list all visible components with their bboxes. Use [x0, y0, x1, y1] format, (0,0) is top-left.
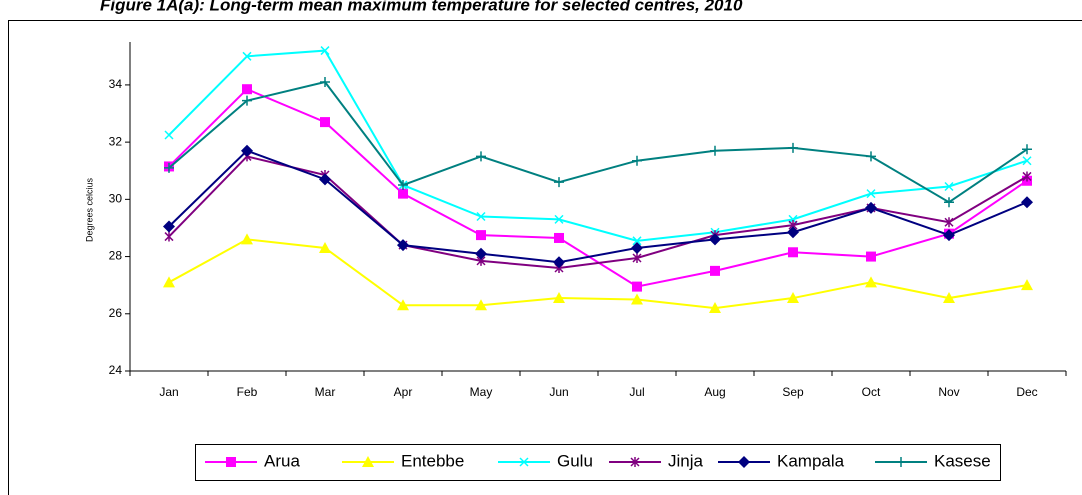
chart-frame	[8, 20, 1082, 495]
marker	[226, 457, 236, 467]
marker	[632, 236, 642, 246]
marker	[476, 230, 486, 241]
y-axis-label: Degrees celcius	[84, 177, 94, 242]
y-tick-label: 34	[109, 77, 123, 91]
x-tick-label: Nov	[938, 385, 959, 399]
marker	[319, 173, 331, 186]
x-tick-label: Sep	[782, 385, 804, 399]
x-tick-label: Jan	[159, 385, 178, 399]
marker	[709, 233, 721, 246]
marker	[397, 239, 409, 252]
legend-label: Arua	[264, 451, 300, 470]
series-line	[168, 49, 1028, 242]
marker	[788, 142, 798, 153]
y-tick-label: 24	[109, 363, 123, 377]
marker	[475, 247, 487, 260]
marker	[164, 162, 174, 173]
marker	[865, 201, 877, 214]
marker	[553, 292, 565, 304]
marker	[1021, 279, 1033, 291]
marker	[476, 151, 486, 162]
marker	[787, 292, 799, 304]
legend-label: Kampala	[777, 451, 845, 470]
series-line	[168, 149, 1028, 264]
y-tick-label: 30	[109, 192, 123, 206]
marker	[398, 180, 408, 191]
series-line	[168, 238, 1028, 310]
marker	[630, 457, 640, 467]
x-tick-label: Aug	[704, 385, 725, 399]
marker	[710, 265, 720, 276]
marker	[320, 117, 330, 128]
marker	[788, 247, 798, 258]
marker	[632, 155, 642, 166]
marker	[397, 299, 409, 311]
marker	[944, 217, 954, 228]
x-tick-label: Jun	[549, 385, 568, 399]
chart-title: Figure 1A(a): Long-term mean maximum tem…	[100, 0, 743, 14]
marker	[738, 456, 750, 468]
marker	[631, 293, 643, 305]
marker	[398, 188, 408, 199]
marker	[943, 229, 955, 242]
series-line	[168, 155, 1028, 270]
marker	[787, 226, 799, 239]
marker	[475, 299, 487, 311]
marker	[865, 276, 877, 288]
marker	[164, 231, 174, 242]
marker	[1022, 156, 1032, 166]
marker	[242, 95, 252, 106]
marker	[866, 251, 876, 262]
x-tick-label: Dec	[1016, 385, 1037, 399]
legend-label: Entebbe	[401, 451, 464, 470]
marker	[319, 241, 331, 253]
x-tick-label: Apr	[394, 385, 413, 399]
marker	[320, 77, 330, 88]
marker	[710, 145, 720, 156]
x-tick-label: Jul	[629, 385, 644, 399]
legend	[195, 444, 1001, 481]
series-line	[168, 80, 1028, 204]
marker	[476, 211, 486, 222]
marker	[164, 130, 174, 140]
marker	[631, 241, 643, 254]
legend-label: Gulu	[557, 451, 593, 470]
marker	[1021, 196, 1033, 209]
legend-label: Jinja	[668, 451, 704, 470]
marker	[241, 233, 253, 245]
marker	[519, 457, 529, 467]
marker	[896, 457, 906, 467]
marker	[709, 302, 721, 314]
marker	[163, 220, 175, 233]
marker	[1022, 171, 1032, 182]
y-tick-label: 32	[109, 134, 123, 148]
marker	[163, 276, 175, 288]
marker	[554, 177, 564, 188]
marker	[866, 189, 876, 199]
marker	[944, 197, 954, 208]
marker	[242, 51, 252, 61]
marker	[554, 214, 564, 224]
marker	[866, 151, 876, 162]
marker	[362, 456, 374, 467]
x-tick-label: Oct	[862, 385, 881, 399]
marker	[320, 46, 330, 56]
y-tick-label: 26	[109, 306, 123, 320]
x-tick-label: May	[470, 385, 493, 399]
marker	[944, 181, 954, 192]
marker	[554, 232, 564, 243]
marker	[242, 84, 252, 95]
marker	[553, 256, 565, 269]
y-tick-label: 28	[109, 249, 123, 263]
legend-label: Kasese	[934, 451, 991, 470]
marker	[632, 281, 642, 292]
marker	[241, 144, 253, 157]
x-tick-label: Feb	[237, 385, 258, 399]
marker	[632, 252, 642, 263]
x-tick-label: Mar	[315, 385, 336, 399]
marker	[1022, 144, 1032, 155]
marker	[943, 292, 955, 304]
